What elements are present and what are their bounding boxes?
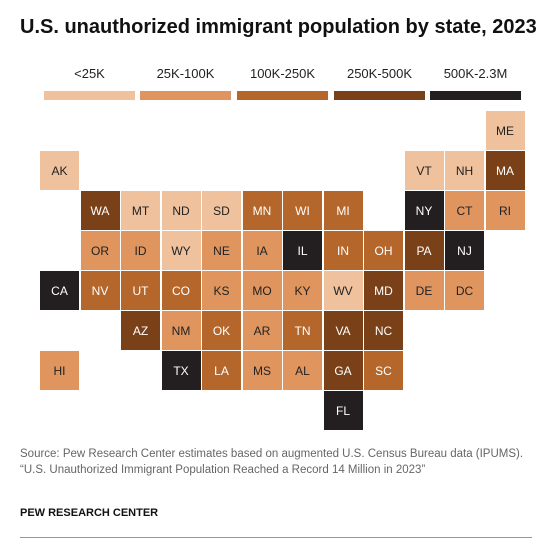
state-tile: ID — [121, 231, 160, 270]
source: Source: Pew Research Center estimates ba… — [20, 446, 530, 478]
state-tile: CO — [161, 271, 201, 310]
title: U.S. unauthorized immigrant population b… — [20, 16, 537, 38]
state-tile: RI — [485, 191, 525, 230]
state-tile: MS — [242, 351, 282, 390]
legend-item: 250K-500K — [334, 66, 425, 100]
state-tile: MT — [121, 191, 160, 230]
state-tile: CA — [40, 271, 79, 310]
source-line: “U.S. Unauthorized Immigrant Population … — [20, 464, 426, 476]
state-tile: MI — [323, 191, 363, 230]
state-tile: OH — [364, 231, 403, 270]
state-tile: OK — [202, 311, 241, 350]
legend-label: <25K — [74, 66, 105, 81]
state-tile: MA — [485, 151, 525, 190]
legend-item: <25K — [44, 66, 135, 100]
state-tile: UT — [121, 271, 160, 310]
state-tile: NE — [202, 231, 241, 270]
state-tile: KY — [283, 271, 322, 310]
state-tile: DC — [445, 271, 484, 310]
state-tile: AZ — [121, 311, 160, 350]
state-tile: OR — [80, 231, 120, 270]
legend-swatch — [140, 91, 231, 100]
state-tile: AR — [242, 311, 282, 350]
state-tile: TX — [161, 351, 201, 390]
state-tile: NC — [364, 311, 403, 350]
legend-label: 250K-500K — [346, 66, 413, 81]
state-tile: GA — [323, 351, 363, 390]
state-tile: WA — [80, 191, 120, 230]
state-tile: IA — [242, 231, 282, 270]
state-tile: CT — [445, 191, 484, 230]
legend-label: 25K-100K — [156, 66, 215, 81]
state-tile: LA — [202, 351, 241, 390]
rule — [20, 537, 532, 538]
state-tile: NH — [445, 151, 484, 190]
source-line: Source: Pew Research Center estimates ba… — [20, 448, 524, 460]
state-tile: WV — [323, 271, 363, 310]
state-tile: FL — [323, 391, 363, 430]
state-tile: NJ — [445, 231, 484, 270]
legend-item: 100K-250K — [237, 66, 328, 100]
legend-item: 500K-2.3M — [430, 66, 521, 100]
state-tile: AK — [40, 151, 79, 190]
state-tile: MN — [242, 191, 282, 230]
state-tile: MD — [364, 271, 403, 310]
state-tile: VT — [404, 151, 444, 190]
state-tile: WY — [161, 231, 201, 270]
legend-item: 25K-100K — [140, 66, 231, 100]
state-tile: VA — [323, 311, 363, 350]
legend-label: 100K-250K — [249, 66, 316, 81]
brand: PEW RESEARCH CENTER — [20, 507, 159, 519]
state-tile: TN — [283, 311, 322, 350]
state-tile: IN — [323, 231, 363, 270]
state-tile: ND — [161, 191, 201, 230]
state-tile: PA — [404, 231, 444, 270]
state-tile: DE — [404, 271, 444, 310]
state-tile: NM — [161, 311, 201, 350]
state-tile: NV — [80, 271, 120, 310]
legend-swatch — [44, 91, 135, 100]
state-tile: ME — [485, 111, 525, 150]
state-tile: SC — [364, 351, 403, 390]
legend-swatch — [430, 91, 521, 100]
state-tile: IL — [283, 231, 322, 270]
state-tile: MO — [242, 271, 282, 310]
state-tile: WI — [283, 191, 322, 230]
state-tile: NY — [404, 191, 444, 230]
state-tile: SD — [202, 191, 241, 230]
legend-label: 500K-2.3M — [443, 66, 508, 81]
legend-swatch — [237, 91, 328, 100]
state-tile: AL — [283, 351, 322, 390]
legend-swatch — [334, 91, 425, 100]
state-tile: HI — [40, 351, 79, 390]
state-tile: KS — [202, 271, 241, 310]
